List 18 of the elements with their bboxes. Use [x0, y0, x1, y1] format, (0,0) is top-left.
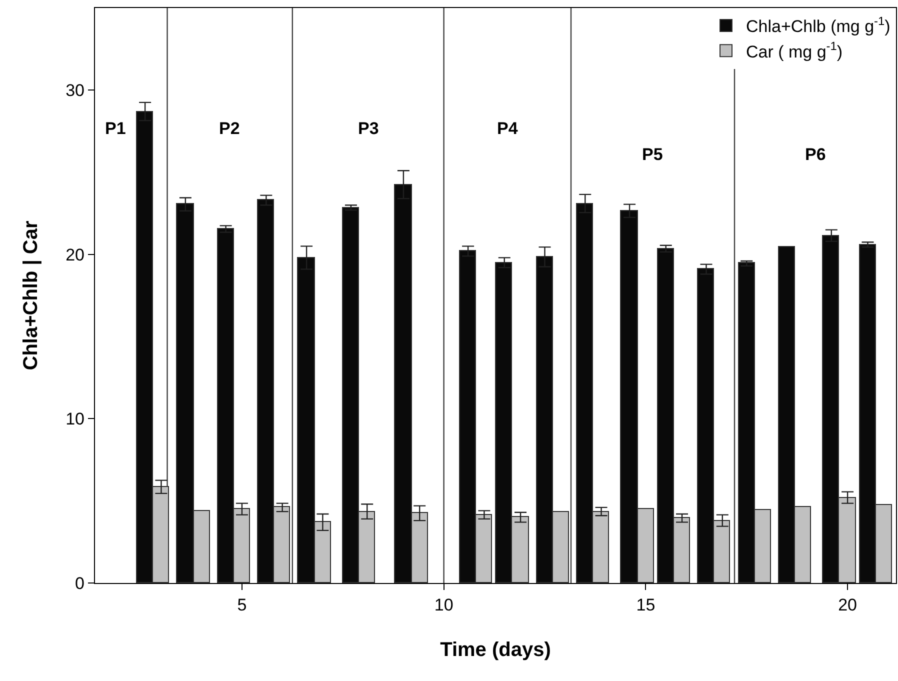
y-tick-label: 20 [66, 245, 84, 264]
y-axis-title: Chla+Chlb | Car [20, 220, 42, 370]
x-axis-title: Time (days) [440, 639, 551, 661]
annotation: P5 [642, 145, 663, 164]
annotation: P6 [805, 145, 826, 164]
legend-label: Car ( mg g$^{-1}$) [746, 39, 843, 62]
annotation: P4 [497, 119, 518, 138]
y-tick-label: 30 [66, 81, 84, 100]
x-tick-label: 5 [237, 596, 247, 614]
annotation: P2 [219, 119, 240, 138]
y-tick-label: 10 [66, 410, 84, 429]
x-tick-label: 20 [838, 596, 858, 614]
y-tick-label: 0 [75, 574, 84, 593]
legend-label: Chla+Chlb (mg g$^{-1}$) [746, 14, 890, 36]
annotation: P3 [358, 119, 379, 138]
x-tick-label: 10 [434, 596, 454, 614]
x-tick-label: 15 [636, 596, 656, 614]
annotation: P1 [105, 119, 126, 138]
